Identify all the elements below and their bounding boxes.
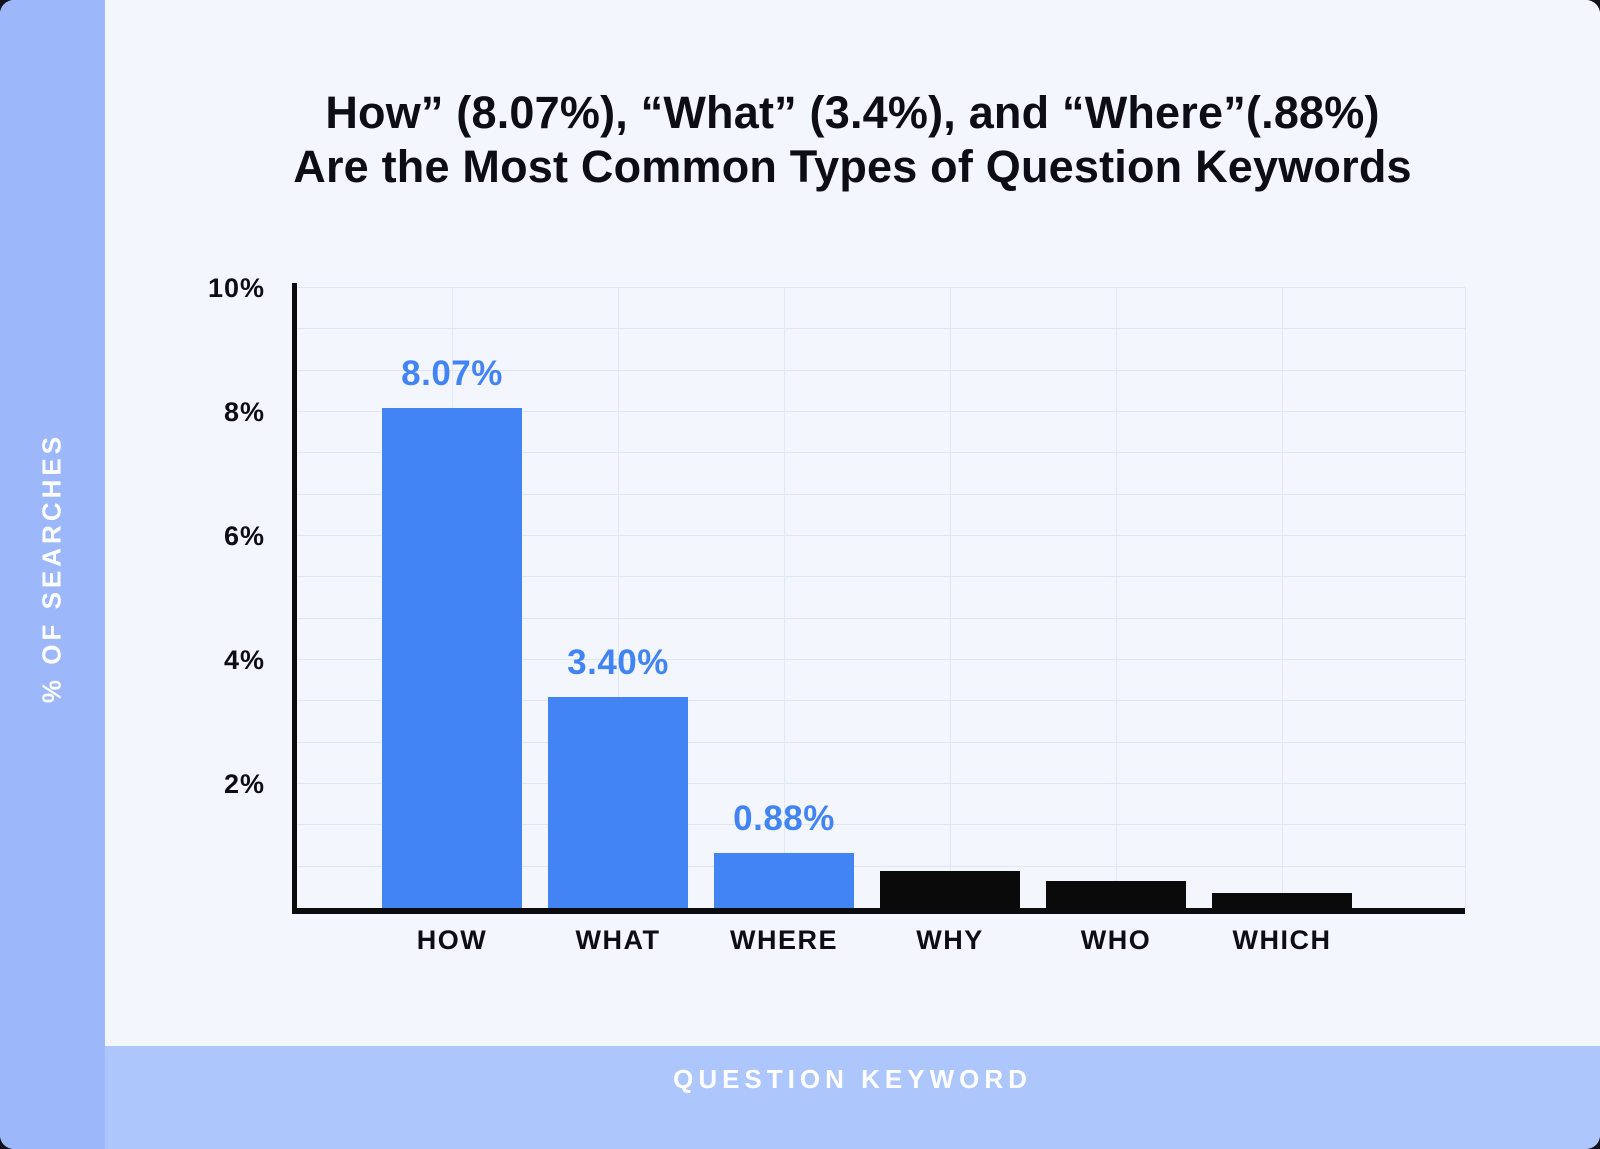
bar-who — [1046, 881, 1186, 908]
y-tick-8: 8% — [223, 397, 265, 427]
bar-value-label-where: 0.88% — [733, 799, 835, 838]
bar-why — [880, 871, 1020, 908]
x-label-what: WHAT — [575, 925, 661, 955]
gridline-horizontal — [297, 741, 1465, 743]
gridline-horizontal — [297, 659, 1465, 660]
x-axis-title: QUESTION KEYWORD — [673, 1064, 1032, 1094]
y-axis-title: % OF SEARCHES — [36, 432, 67, 704]
bar-what — [548, 697, 688, 908]
x-label-why: WHY — [916, 925, 984, 955]
gridline-horizontal — [297, 328, 1465, 330]
x-label-which: WHICH — [1232, 925, 1332, 955]
gridline-horizontal — [297, 824, 1465, 826]
gridline-horizontal — [297, 617, 1465, 619]
y-tick-10: 10% — [207, 273, 265, 303]
bar-how — [382, 408, 522, 908]
bar-where — [714, 853, 854, 908]
gridline-horizontal — [297, 452, 1465, 454]
y-axis-banner: % OF SEARCHES — [0, 0, 105, 1149]
bar-value-label-what: 3.40% — [567, 643, 669, 682]
gridline-vertical — [950, 288, 951, 908]
bar-which — [1212, 893, 1352, 908]
gridline-vertical — [618, 288, 619, 908]
gridline-vertical — [1116, 288, 1117, 908]
gridline-horizontal — [297, 535, 1465, 536]
gridline-horizontal — [297, 783, 1465, 784]
bar-value-label-how: 8.07% — [401, 354, 503, 393]
gridline-horizontal — [297, 411, 1465, 412]
gridline-horizontal — [297, 865, 1465, 867]
gridline-horizontal — [297, 369, 1465, 371]
chart-title-line1: How” (8.07%), “What” (3.4%), and “Where”… — [325, 87, 1380, 138]
gridline-horizontal — [297, 576, 1465, 578]
y-tick-6: 6% — [223, 521, 265, 551]
x-label-who: WHO — [1080, 925, 1152, 955]
x-label-how: HOW — [416, 925, 488, 955]
chart-title: How” (8.07%), “What” (3.4%), and “Where”… — [105, 86, 1600, 194]
x-axis-line — [292, 908, 1465, 914]
gridline-vertical — [1465, 288, 1466, 908]
x-label-where: WHERE — [730, 925, 838, 955]
gridline-vertical — [784, 288, 785, 908]
x-axis-banner: QUESTION KEYWORD — [105, 1046, 1600, 1149]
plot-area: 8.07% 3.40% 0.88% — [297, 287, 1466, 908]
y-tick-2: 2% — [223, 769, 265, 799]
gridline-horizontal — [297, 700, 1465, 702]
gridline-vertical — [1282, 288, 1283, 908]
chart-title-line2: Are the Most Common Types of Question Ke… — [293, 141, 1412, 192]
chart-card: How” (8.07%), “What” (3.4%), and “Where”… — [105, 0, 1600, 1046]
gridline-horizontal — [297, 493, 1465, 495]
gridline-horizontal — [297, 287, 1465, 288]
y-axis-line — [292, 283, 297, 914]
y-tick-4: 4% — [223, 645, 265, 675]
